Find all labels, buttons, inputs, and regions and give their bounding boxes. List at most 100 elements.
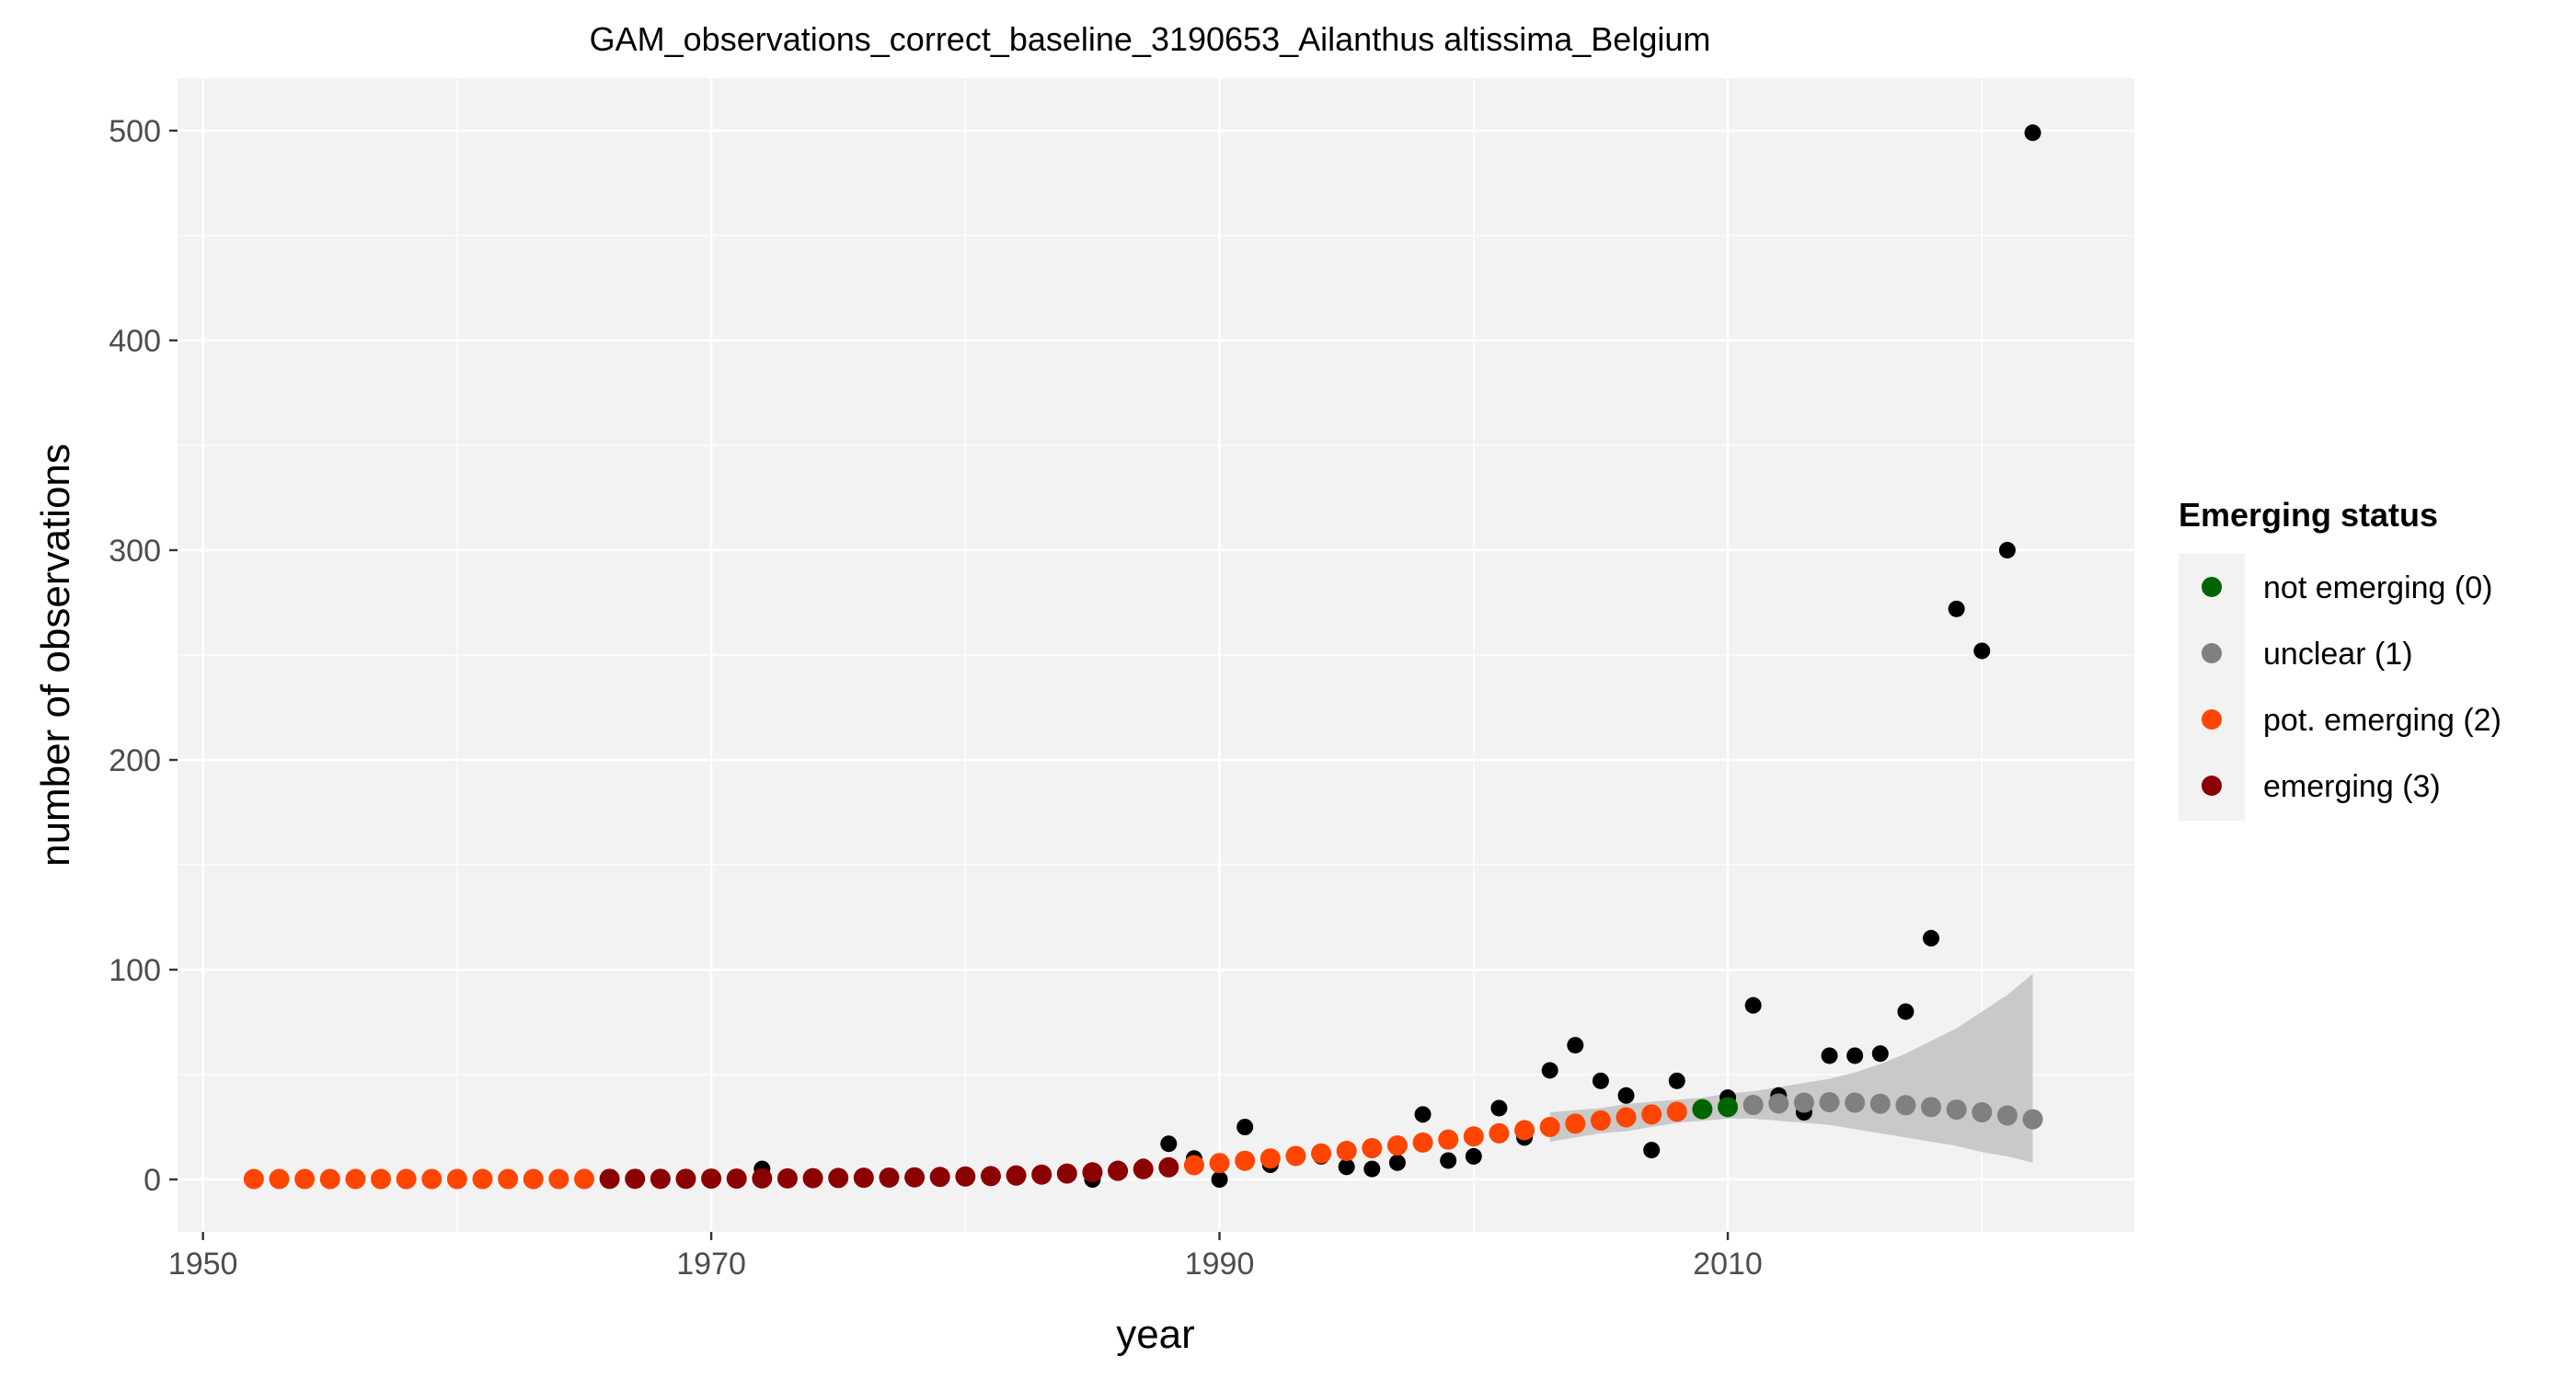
observation-point <box>1363 1160 1381 1178</box>
fitted-point <box>472 1168 493 1190</box>
fitted-point <box>421 1168 443 1190</box>
fitted-point <box>319 1168 340 1190</box>
legend-swatch <box>2202 643 2222 663</box>
fitted-point <box>879 1167 900 1188</box>
fitted-point <box>1590 1110 1611 1131</box>
legend-label: not emerging (0) <box>2263 570 2492 605</box>
fitted-point <box>1514 1120 1535 1141</box>
observation-point <box>1871 1045 1889 1063</box>
observation-point <box>2024 124 2041 142</box>
fitted-point <box>446 1168 467 1190</box>
x-tick-label: 1970 <box>676 1247 746 1282</box>
fitted-point <box>498 1168 519 1190</box>
observation-point <box>1567 1037 1584 1054</box>
fitted-point <box>548 1168 569 1190</box>
observation-point <box>1643 1142 1661 1159</box>
fitted-point <box>1056 1163 1077 1184</box>
y-tick-label: 0 <box>144 1163 161 1198</box>
fitted-point <box>1972 1102 1993 1123</box>
fitted-point <box>1438 1129 1459 1150</box>
y-tick-label: 400 <box>109 324 161 359</box>
legend-label: unclear (1) <box>2263 637 2413 672</box>
observation-point <box>1998 542 2016 558</box>
fitted-point <box>701 1168 722 1190</box>
fitted-point <box>1183 1155 1204 1176</box>
legend-swatch <box>2202 709 2222 730</box>
observation-point <box>1490 1099 1508 1117</box>
fitted-point <box>929 1167 950 1188</box>
fitted-point <box>1158 1156 1179 1178</box>
y-axis-label: number of observations <box>33 443 78 867</box>
legend-swatch <box>2202 776 2222 796</box>
fitted-point <box>1489 1122 1510 1144</box>
fitted-point <box>1921 1097 1942 1118</box>
fitted-point <box>1742 1095 1764 1116</box>
fitted-point <box>1895 1095 1916 1116</box>
observation-point <box>1744 996 1762 1014</box>
observation-point <box>1160 1135 1178 1153</box>
fitted-point <box>1845 1092 1866 1113</box>
fitted-point <box>1006 1165 1027 1186</box>
fitted-point <box>828 1167 849 1189</box>
observation-point <box>1617 1087 1635 1104</box>
observation-point <box>1236 1119 1254 1135</box>
fitted-point <box>1386 1135 1408 1156</box>
observation-point <box>1973 642 1991 660</box>
fitted-point <box>980 1166 1001 1187</box>
observation-point <box>1440 1152 1457 1169</box>
fitted-point <box>1539 1117 1560 1137</box>
fitted-point <box>1311 1143 1332 1164</box>
x-axis: 1950 1970 1990 2010 <box>168 1232 1763 1282</box>
observation-point <box>1388 1154 1406 1171</box>
fitted-point <box>1336 1140 1357 1161</box>
chart-title: GAM_observations_correct_baseline_319065… <box>590 20 1711 58</box>
fitted-point <box>345 1168 366 1190</box>
legend-items: not emerging (0) unclear (1) pot. emerging… <box>2202 570 2501 804</box>
y-tick-label: 500 <box>109 114 161 149</box>
y-axis: 0 100 200 300 400 500 <box>109 114 178 1198</box>
fitted-point <box>1946 1099 1967 1121</box>
fitted-point <box>1209 1153 1230 1174</box>
fitted-point <box>776 1167 798 1189</box>
fitted-point <box>1768 1093 1789 1114</box>
y-tick-label: 300 <box>109 534 161 569</box>
observation-point <box>1211 1171 1228 1188</box>
y-tick-label: 100 <box>109 953 161 988</box>
fitted-point <box>370 1168 391 1190</box>
legend-swatch <box>2202 577 2222 597</box>
fitted-point <box>1463 1126 1484 1147</box>
fitted-point <box>523 1168 544 1190</box>
observation-point <box>1846 1047 1864 1064</box>
fitted-point <box>1869 1093 1891 1114</box>
fitted-point <box>396 1168 417 1190</box>
legend-label: emerging (3) <box>2263 769 2441 804</box>
fitted-point <box>1412 1132 1433 1153</box>
x-tick-label: 1990 <box>1185 1247 1255 1282</box>
fitted-point <box>625 1168 646 1190</box>
fitted-point <box>1565 1113 1586 1134</box>
fitted-point <box>1133 1158 1154 1179</box>
fitted-point <box>243 1168 264 1190</box>
legend: Emerging status not emerging (0) unclear … <box>2179 496 2501 821</box>
fitted-point <box>1259 1148 1281 1169</box>
fitted-point <box>1285 1145 1306 1167</box>
observation-point <box>1338 1158 1355 1176</box>
fitted-point <box>599 1168 620 1190</box>
fitted-point <box>1362 1138 1383 1159</box>
fitted-point <box>1692 1098 1713 1120</box>
fitted-point <box>1235 1150 1256 1171</box>
fitted-point <box>1031 1164 1052 1185</box>
fitted-point <box>573 1168 594 1190</box>
fitted-point <box>802 1167 823 1189</box>
fitted-point <box>650 1168 671 1190</box>
fitted-points <box>243 1092 2043 1190</box>
x-axis-label: year <box>1116 1312 1195 1357</box>
observation-point <box>1541 1062 1558 1079</box>
fitted-point <box>1996 1105 2018 1126</box>
fitted-point <box>904 1167 926 1188</box>
fitted-point <box>294 1168 316 1190</box>
legend-label: pot. emerging (2) <box>2263 703 2501 738</box>
fitted-point <box>1793 1092 1814 1113</box>
minor-gridlines <box>178 78 2134 1232</box>
